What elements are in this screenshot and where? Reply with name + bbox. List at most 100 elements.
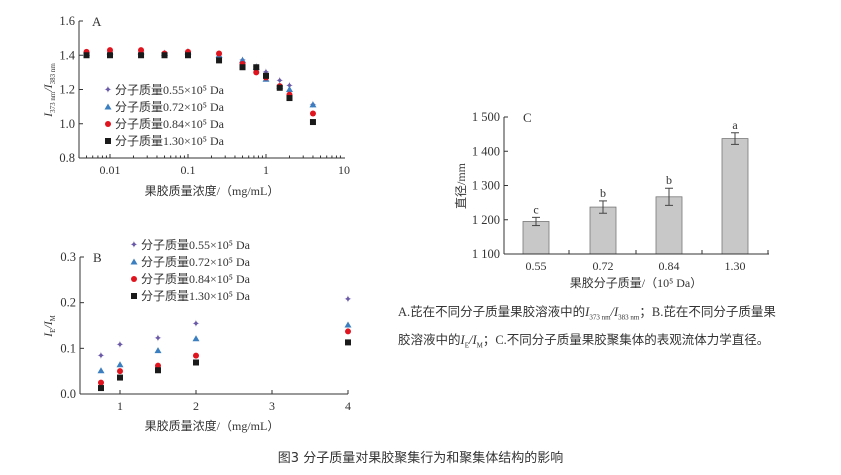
- data-point: [263, 72, 269, 79]
- data-point: [276, 84, 283, 91]
- legend-marker: ✦: [130, 240, 138, 251]
- x-tick-label: 1: [117, 399, 123, 413]
- data-point: [98, 379, 104, 386]
- y-tick-label: 1 200: [472, 213, 500, 227]
- data-point: ✦: [97, 351, 105, 362]
- y-tick-label: 1 100: [472, 247, 500, 261]
- panel-label-c: C: [523, 110, 532, 125]
- y-axis-label-part: E: [49, 329, 57, 333]
- legend-entry: 分子质量1.30×10⁵ Da: [141, 289, 251, 303]
- x-axis-label: 果胶分子质量/（10⁵ Da）: [570, 275, 703, 290]
- data-point: [309, 101, 317, 108]
- note-symbol: I: [460, 332, 465, 347]
- y-axis-label: IE/IM: [41, 314, 57, 338]
- y-tick-label: 1 300: [472, 179, 500, 193]
- note-symbol: I: [585, 305, 590, 319]
- x-tick-label: 0.72: [593, 259, 614, 273]
- y-tick-label: 1 400: [472, 144, 500, 158]
- y-tick-label: 1.6: [59, 14, 75, 28]
- y-axis-label-part: I: [41, 332, 55, 338]
- data-point: [154, 347, 162, 354]
- bar: [721, 138, 749, 255]
- note-text: 胶溶液中的: [398, 332, 461, 347]
- y-tick-label: 0.1: [60, 341, 76, 355]
- y-tick-label: 0.2: [60, 296, 76, 310]
- x-tick-label: 1.30: [725, 259, 746, 273]
- data-point: [155, 367, 161, 374]
- x-tick-label: 0.84: [659, 259, 680, 273]
- note-text: ；B.芘在不同分子质量果: [639, 305, 776, 319]
- panel-label-a: A: [92, 14, 102, 29]
- data-point: [138, 47, 145, 54]
- x-tick-label: 0.55: [526, 259, 547, 273]
- y-axis-label: 直径/mm: [454, 162, 468, 209]
- data-point: ✦: [344, 294, 352, 305]
- data-point: [345, 328, 351, 335]
- legend-marker: [104, 103, 112, 110]
- panel-label-b: B: [93, 250, 102, 265]
- data-point: [309, 110, 316, 117]
- legend-marker: [105, 138, 111, 144]
- significance-letter: a: [732, 118, 738, 132]
- legend-entry: 分子质量0.55×10⁵ Da: [141, 238, 251, 252]
- y-axis-label-part: /I: [41, 83, 55, 92]
- data-point: [344, 321, 352, 328]
- data-point: [285, 86, 293, 92]
- bar: [589, 206, 617, 255]
- significance-letter: b: [666, 173, 672, 187]
- x-axis-label: 果胶质量浓度/（mg/mL）: [145, 418, 280, 433]
- x-tick-label: 3: [269, 399, 275, 413]
- legend-entry: 分子质量0.84×10⁵ Da: [141, 272, 251, 286]
- note-sub: M: [476, 341, 483, 349]
- data-point: ✦: [154, 334, 162, 345]
- data-point: [117, 368, 123, 375]
- note-sub: 373 nm: [589, 313, 611, 322]
- y-tick-label: 1 500: [472, 110, 500, 124]
- y-tick-label: 1.4: [59, 48, 75, 62]
- bar: [522, 221, 550, 255]
- y-tick-label: 0.8: [59, 151, 75, 165]
- data-point: [185, 52, 191, 59]
- x-tick-label: 4: [345, 399, 351, 413]
- data-point: ✦: [276, 76, 284, 87]
- note-sub: 383 nm: [618, 313, 640, 322]
- significance-letter: c: [533, 202, 538, 216]
- bar: [655, 196, 683, 255]
- data-point: [83, 52, 90, 59]
- data-point: [286, 95, 293, 102]
- note-sub: E: [464, 341, 469, 349]
- x-tick-label: 1: [263, 163, 269, 177]
- data-point: [253, 64, 260, 71]
- legend-entry: 分子质量1.30×10⁵ Da: [115, 134, 225, 148]
- x-tick-label: 10: [338, 163, 350, 177]
- legend-marker: ✦: [104, 85, 112, 96]
- note-symbol: /I: [468, 332, 477, 347]
- legend-entry: 分子质量0.84×10⁵ Da: [115, 117, 225, 131]
- y-axis-label: I373 nm/I383 nm: [41, 63, 57, 118]
- data-point: [161, 52, 168, 59]
- note-symbol: /I: [610, 305, 619, 319]
- y-axis-label-part: 373 nm: [49, 91, 57, 113]
- note-text: A.芘在不同分子质量果胶溶液中的: [398, 305, 586, 319]
- y-tick-label: 1.0: [59, 117, 75, 131]
- data-point: [216, 50, 223, 57]
- data-point: [107, 47, 113, 54]
- data-point: [97, 367, 105, 374]
- y-axis-label-part: /I: [41, 320, 55, 329]
- data-point: [309, 119, 316, 126]
- data-point: [192, 335, 200, 342]
- data-point: ✦: [192, 319, 200, 330]
- x-tick-label: 2: [193, 399, 199, 413]
- data-point: [193, 359, 199, 366]
- significance-letter: b: [600, 186, 606, 200]
- legend-marker: [131, 293, 137, 299]
- y-tick-label: 0.0: [60, 387, 76, 401]
- data-point: [193, 352, 199, 359]
- y-axis-label-part: M: [49, 314, 57, 321]
- data-point: [117, 374, 123, 381]
- y-tick-label: 1.2: [59, 83, 75, 97]
- data-point: [107, 52, 113, 59]
- legend-marker: [105, 121, 111, 127]
- data-point: [239, 64, 246, 71]
